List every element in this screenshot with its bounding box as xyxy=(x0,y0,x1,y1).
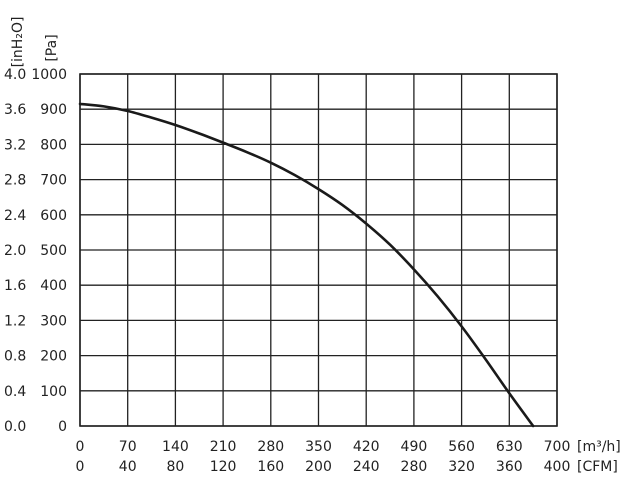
plot-frame xyxy=(79,73,558,427)
x-tick-label-m3h: 350 xyxy=(305,439,332,455)
x-tick-label-m3h: 280 xyxy=(257,439,284,455)
y-tick-label-pa: 900 xyxy=(40,102,67,118)
y-tick-label-pa: 0 xyxy=(58,419,67,435)
x-tick-label-m3h: 210 xyxy=(210,439,237,455)
y-tick-label-pa: 300 xyxy=(40,313,67,329)
y-tick-label-pa: 200 xyxy=(40,349,67,365)
x-unit-m3h-label: [m³/h] xyxy=(577,439,621,455)
x-tick-label-m3h: 560 xyxy=(448,439,475,455)
y-unit-inh2o-label: [inH₂O] xyxy=(10,17,26,68)
x-tick-label-m3h: 700 xyxy=(544,439,571,455)
x-tick-label-cfm: 40 xyxy=(119,459,137,475)
y-tick-label-inh2o: 4.0 xyxy=(4,67,26,83)
x-tick-label-cfm: 400 xyxy=(544,459,571,475)
x-tick-label-cfm: 80 xyxy=(166,459,184,475)
y-tick-label-inh2o: 1.2 xyxy=(4,313,26,329)
x-tick-label-m3h: 630 xyxy=(496,439,523,455)
y-tick-label-pa: 400 xyxy=(40,278,67,294)
y-tick-label-inh2o: 0.8 xyxy=(4,349,26,365)
pressure-flow-curve xyxy=(78,102,535,428)
grid-lines xyxy=(79,73,558,427)
y-tick-label-pa: 700 xyxy=(40,173,67,189)
x-tick-label-cfm: 360 xyxy=(496,459,523,475)
y-axis-pa-ticks: 0 100 200 300 400 500 600 700 800 900 1000 xyxy=(31,67,67,435)
x-tick-label-cfm: 240 xyxy=(353,459,380,475)
y-unit-pa-label: [Pa] xyxy=(44,34,60,61)
x-tick-label-m3h: 420 xyxy=(353,439,380,455)
y-tick-label-inh2o: 3.2 xyxy=(4,137,26,153)
x-tick-label-m3h: 140 xyxy=(162,439,189,455)
x-tick-label-cfm: 0 xyxy=(76,459,85,475)
x-tick-label-m3h: 70 xyxy=(119,439,137,455)
x-axis-cfm-ticks: 0 40 80 120 160 200 240 280 320 360 400 xyxy=(76,459,571,475)
y-axis-inh2o-ticks: 0.0 0.4 0.8 1.2 1.6 2.0 2.4 2.8 3.2 3.6 4.0 xyxy=(4,67,26,435)
y-tick-label-inh2o: 2.8 xyxy=(4,173,26,189)
y-tick-label-pa: 600 xyxy=(40,208,67,224)
x-tick-label-cfm: 200 xyxy=(305,459,332,475)
y-tick-label-inh2o: 2.0 xyxy=(4,243,26,259)
y-tick-label-inh2o: 3.6 xyxy=(4,102,26,118)
x-tick-label-cfm: 160 xyxy=(257,459,284,475)
x-unit-cfm-label: [CFM] xyxy=(577,459,618,475)
x-axis-m3h-ticks: 0 70 140 210 280 350 420 490 560 630 700 xyxy=(76,439,571,455)
y-tick-label-pa: 500 xyxy=(40,243,67,259)
x-tick-label-m3h: 0 xyxy=(76,439,85,455)
y-tick-label-inh2o: 0.4 xyxy=(4,384,26,400)
y-tick-label-pa: 800 xyxy=(40,137,67,153)
y-tick-label-pa: 100 xyxy=(40,384,67,400)
x-tick-label-cfm: 120 xyxy=(210,459,237,475)
y-tick-label-inh2o: 0.0 xyxy=(4,419,26,435)
x-tick-label-cfm: 280 xyxy=(401,459,428,475)
x-tick-label-m3h: 490 xyxy=(401,439,428,455)
y-tick-label-inh2o: 1.6 xyxy=(4,278,26,294)
x-tick-label-cfm: 320 xyxy=(448,459,475,475)
y-tick-label-pa: 1000 xyxy=(31,67,67,83)
y-tick-label-inh2o: 2.4 xyxy=(4,208,26,224)
